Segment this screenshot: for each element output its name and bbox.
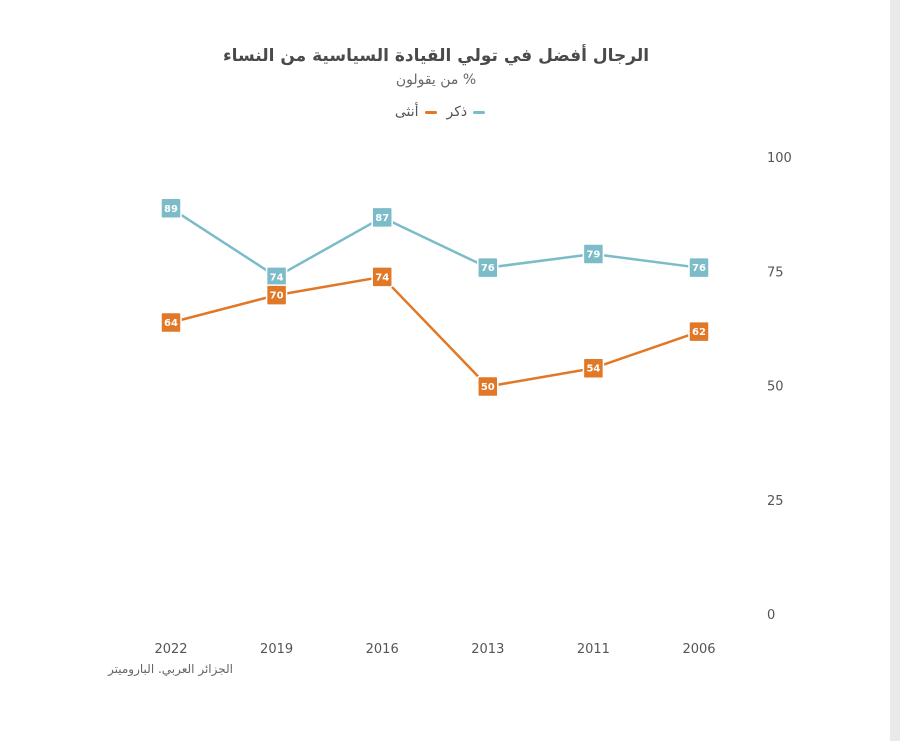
line-chart: 0 25 50 75 100 2022 2019 2016 2013 2011 2006 89 74 87…	[154, 151, 792, 657]
data-label-female: 62	[692, 327, 706, 338]
series-line-male	[170, 207, 700, 279]
data-label-female: 70	[270, 291, 284, 302]
data-label-female: 50	[481, 382, 495, 393]
chart-title: الرجال أفضل في تولي القيادة السياسية من …	[222, 46, 650, 66]
source-note: الجزائر العربي. الباروميتر	[108, 662, 233, 676]
x-tick-label: 2006	[682, 642, 715, 657]
x-tick-label: 2016	[366, 642, 399, 657]
data-label-female: 64	[164, 318, 178, 329]
data-label-male: 76	[692, 263, 706, 274]
y-tick-label: 0	[767, 608, 775, 623]
x-tick-label: 2011	[577, 642, 610, 657]
data-point-male	[160, 197, 182, 220]
data-label-male: 79	[586, 249, 600, 260]
data-point-female	[371, 266, 393, 288]
legend-item-female: أنثى	[395, 104, 437, 120]
data-point-female	[160, 311, 182, 334]
legend-swatch-female	[424, 110, 437, 114]
data-label-male: 76	[481, 263, 495, 274]
right-edge-strip	[890, 0, 900, 741]
x-tick-label: 2013	[471, 642, 504, 657]
chart-subtitle: % من يقولون	[395, 72, 477, 88]
y-tick-label: 50	[767, 380, 784, 395]
x-tick-label: 2022	[154, 642, 187, 657]
data-label-male: 89	[164, 204, 178, 215]
chart-legend: ذكر أنثى	[0, 104, 880, 120]
y-tick-label: 75	[767, 265, 784, 280]
data-point-male	[688, 256, 710, 279]
y-tick-label: 25	[767, 494, 784, 509]
data-point-female	[688, 320, 710, 343]
data-point-male	[371, 206, 393, 229]
data-point-male	[582, 243, 605, 265]
data-point-female	[265, 284, 288, 306]
data-label-female: 74	[375, 272, 389, 283]
data-label-male: 87	[375, 213, 389, 224]
legend-label-male: ذكر	[446, 104, 468, 120]
data-point-female	[582, 357, 605, 379]
data-label-female: 54	[586, 364, 600, 375]
data-point-male	[477, 256, 499, 279]
legend-swatch-male	[473, 110, 486, 114]
legend-label-female: أنثى	[394, 104, 419, 120]
series-line-female	[170, 275, 700, 388]
y-tick-label: 100	[767, 151, 792, 166]
data-label-male: 74	[270, 272, 284, 283]
legend-item-male: ذكر	[447, 104, 486, 120]
x-tick-label: 2019	[260, 642, 293, 657]
data-point-female	[477, 375, 499, 398]
